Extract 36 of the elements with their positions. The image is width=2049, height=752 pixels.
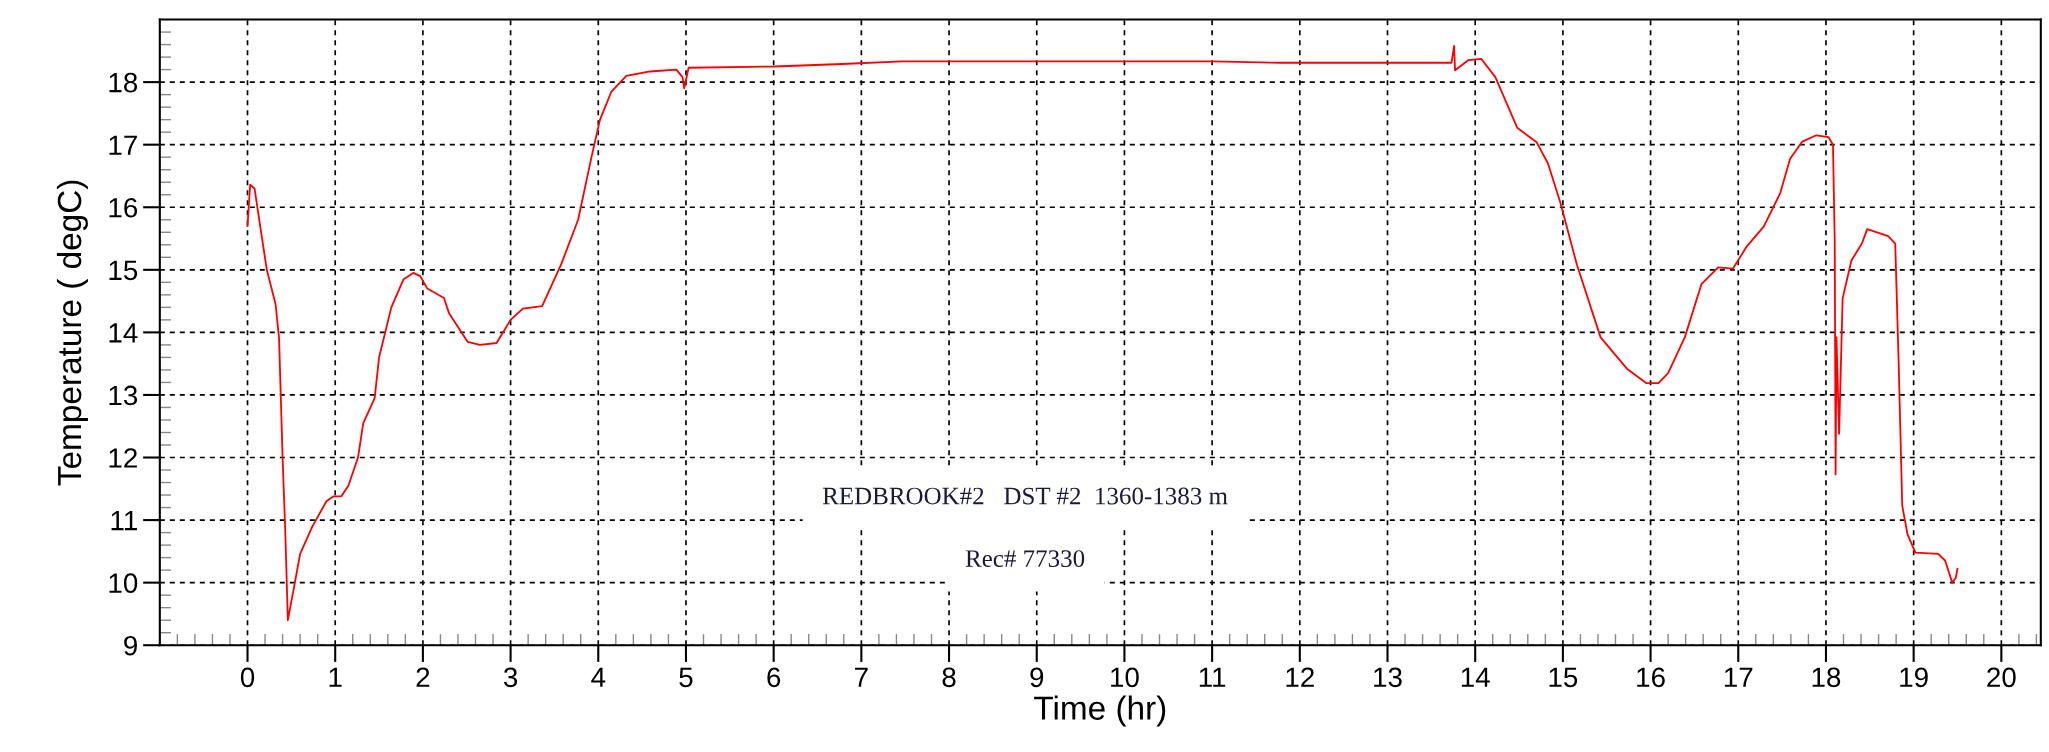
- y-tick-label: 12: [109, 448, 137, 468]
- x-tick-label: 0: [240, 667, 255, 688]
- x-tick-label: 18: [1812, 667, 1841, 688]
- y-tick-label: 16: [109, 197, 138, 218]
- x-tick-label: 20: [1987, 667, 2016, 688]
- x-tick-label: 4: [591, 667, 606, 687]
- y-tick-label: 17: [109, 135, 137, 155]
- x-tick-label: 12: [1286, 667, 1314, 687]
- y-tick-label: 18: [109, 72, 138, 93]
- x-tick-label: 6: [767, 667, 781, 688]
- x-tick-label: 17: [1724, 667, 1753, 687]
- line-series: [246, 44, 1959, 622]
- x-tick-label: 19: [1900, 667, 1928, 688]
- y-axis-title: Temperature ( degC): [56, 180, 88, 486]
- x-tick-label: 8: [942, 667, 956, 688]
- x-tick-label: 13: [1374, 667, 1402, 688]
- x-tick-label: 5: [679, 667, 693, 688]
- annotation: Rec# 77330: [965, 550, 1085, 568]
- x-tick-label: 7: [855, 667, 868, 687]
- x-tick-label: 15: [1549, 667, 1578, 688]
- x-tick-label: 9: [1030, 667, 1044, 688]
- y-tick-label: 13: [109, 385, 138, 406]
- y-tick-label: 9: [124, 635, 137, 656]
- y-tick-label: 14: [109, 323, 138, 343]
- x-tick-label: 11: [1199, 667, 1226, 687]
- y-tick-label: 10: [109, 573, 138, 593]
- x-tick-label: 1: [329, 667, 342, 687]
- x-tick-label: 16: [1637, 667, 1665, 688]
- x-tick-label: 2: [416, 667, 430, 687]
- x-tick-label: 10: [1111, 667, 1139, 688]
- x-tick-label: 14: [1461, 667, 1490, 687]
- y-tick-label: 15: [109, 260, 138, 281]
- y-tick-label: 11: [111, 511, 137, 531]
- annotation: REDBROOK#2 DST #2 1360-1383 m: [822, 487, 1228, 505]
- x-tick-label: 3: [503, 667, 518, 688]
- x-axis-title: Time (hr): [1034, 695, 1166, 727]
